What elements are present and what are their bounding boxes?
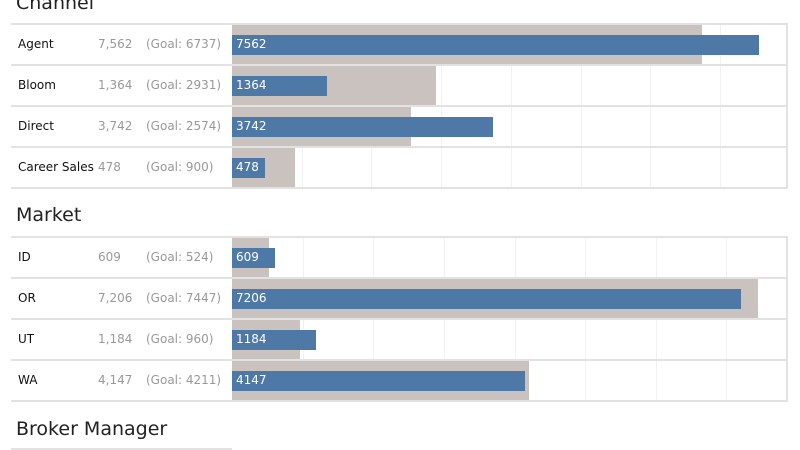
actual-bar[interactable]: 4147 bbox=[232, 371, 525, 391]
bar-value-label: 1184 bbox=[236, 332, 267, 346]
goal-label: (Goal: 2574) bbox=[146, 119, 222, 133]
value-label: 609 bbox=[98, 250, 121, 264]
bar-value-label: 1364 bbox=[236, 78, 267, 92]
gridline bbox=[580, 148, 582, 187]
gridline bbox=[443, 320, 445, 359]
table-row: WA 4,147 (Goal: 4211) 4147 bbox=[11, 359, 788, 402]
broker-manager-divider bbox=[11, 448, 232, 450]
gridline bbox=[726, 361, 728, 400]
bar-value-label: 609 bbox=[236, 250, 259, 264]
value-label: 4,147 bbox=[98, 373, 133, 387]
actual-bar[interactable]: 7206 bbox=[232, 289, 741, 309]
table-row: Career Sales 478 (Goal: 900) 478 bbox=[11, 146, 788, 189]
value-label: 1,184 bbox=[98, 332, 133, 346]
gridline bbox=[441, 66, 443, 105]
category-label: Direct bbox=[18, 119, 54, 133]
gridline bbox=[655, 320, 657, 359]
market-section: ID 609 (Goal: 524) 609 OR 7,206 (Goal: 7… bbox=[11, 236, 788, 402]
category-label: WA bbox=[18, 373, 38, 387]
value-label: 7,206 bbox=[98, 291, 133, 305]
broker-manager-title: Broker Manager bbox=[16, 418, 168, 440]
gridline bbox=[650, 148, 652, 187]
gridline bbox=[585, 238, 587, 277]
table-row: UT 1,184 (Goal: 960) 1184 bbox=[11, 318, 788, 359]
bullet-plot: 1364 bbox=[232, 66, 788, 105]
goal-label: (Goal: 7447) bbox=[146, 291, 222, 305]
gridline bbox=[580, 66, 582, 105]
bullet-plot: 478 bbox=[232, 148, 788, 187]
value-label: 478 bbox=[98, 160, 121, 174]
table-row: ID 609 (Goal: 524) 609 bbox=[11, 236, 788, 277]
category-label: Agent bbox=[18, 37, 54, 51]
channel-section: Agent 7,562 (Goal: 6737) 7562 Bloom 1,36… bbox=[11, 23, 788, 189]
table-row: OR 7,206 (Goal: 7447) 7206 bbox=[11, 277, 788, 318]
category-label: OR bbox=[18, 291, 36, 305]
gridline bbox=[585, 320, 587, 359]
gridline bbox=[301, 148, 303, 187]
gridline bbox=[302, 238, 304, 277]
actual-bar[interactable]: 1184 bbox=[232, 330, 316, 350]
gridline bbox=[650, 107, 652, 146]
actual-bar[interactable]: 609 bbox=[232, 248, 275, 268]
value-label: 7,562 bbox=[98, 37, 133, 51]
goal-label: (Goal: 6737) bbox=[146, 37, 222, 51]
gridline bbox=[510, 107, 512, 146]
table-row: Bloom 1,364 (Goal: 2931) 1364 bbox=[11, 64, 788, 105]
goal-label: (Goal: 960) bbox=[146, 332, 214, 346]
gridline bbox=[514, 320, 516, 359]
gridline bbox=[655, 238, 657, 277]
bullet-plot: 7562 bbox=[232, 25, 788, 64]
gridline bbox=[373, 320, 375, 359]
gridline bbox=[720, 148, 722, 187]
channel-title: Channel bbox=[16, 0, 95, 14]
gridline bbox=[650, 66, 652, 105]
goal-label: (Goal: 2931) bbox=[146, 78, 222, 92]
category-label: ID bbox=[18, 250, 31, 264]
bar-value-label: 7562 bbox=[236, 37, 267, 51]
gridline bbox=[514, 238, 516, 277]
bullet-plot: 1184 bbox=[232, 320, 788, 359]
gridline bbox=[510, 66, 512, 105]
actual-bar[interactable]: 3742 bbox=[232, 117, 493, 137]
gridline bbox=[655, 361, 657, 400]
category-label: Bloom bbox=[18, 78, 56, 92]
gridline bbox=[720, 66, 722, 105]
category-label: Career Sales bbox=[18, 160, 94, 174]
gridline bbox=[443, 238, 445, 277]
goal-label: (Goal: 4211) bbox=[146, 373, 222, 387]
bullet-plot: 4147 bbox=[232, 361, 788, 400]
gridline bbox=[371, 148, 373, 187]
bar-value-label: 478 bbox=[236, 160, 259, 174]
bullet-plot: 7206 bbox=[232, 279, 788, 318]
actual-bar[interactable]: 1364 bbox=[232, 76, 328, 96]
actual-bar[interactable]: 7562 bbox=[232, 35, 760, 55]
gridline bbox=[441, 148, 443, 187]
table-row: Agent 7,562 (Goal: 6737) 7562 bbox=[11, 23, 788, 64]
market-title: Market bbox=[16, 204, 82, 226]
gridline bbox=[580, 107, 582, 146]
goal-label: (Goal: 900) bbox=[146, 160, 214, 174]
value-label: 1,364 bbox=[98, 78, 133, 92]
bar-value-label: 4147 bbox=[236, 373, 267, 387]
gridline bbox=[585, 361, 587, 400]
gridline bbox=[726, 238, 728, 277]
gridline bbox=[373, 238, 375, 277]
gridline bbox=[720, 107, 722, 146]
bar-value-label: 7206 bbox=[236, 291, 267, 305]
gridline bbox=[726, 320, 728, 359]
value-label: 3,742 bbox=[98, 119, 133, 133]
bullet-plot: 609 bbox=[232, 238, 788, 277]
gridline bbox=[510, 148, 512, 187]
actual-bar[interactable]: 478 bbox=[232, 158, 266, 178]
table-row: Direct 3,742 (Goal: 2574) 3742 bbox=[11, 105, 788, 146]
bullet-plot: 3742 bbox=[232, 107, 788, 146]
category-label: UT bbox=[18, 332, 35, 346]
bar-value-label: 3742 bbox=[236, 119, 267, 133]
goal-label: (Goal: 524) bbox=[146, 250, 214, 264]
